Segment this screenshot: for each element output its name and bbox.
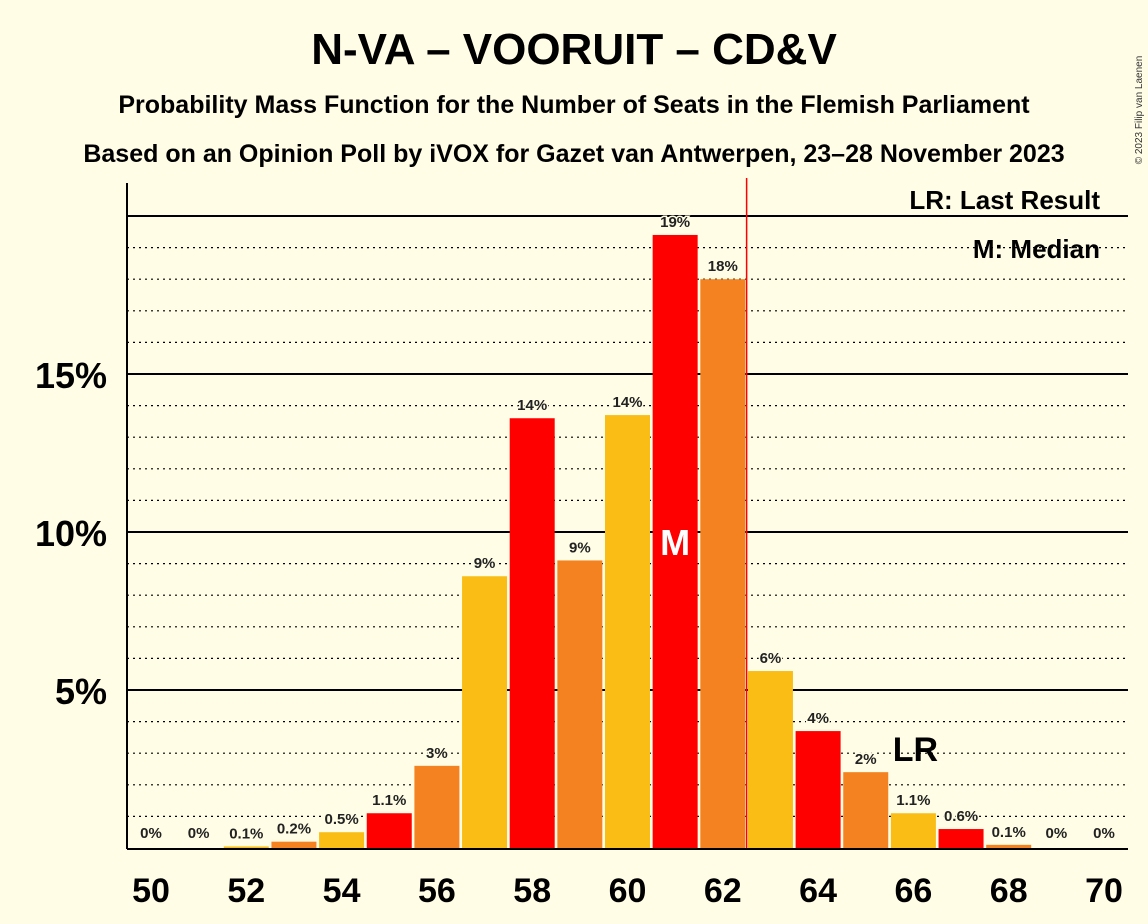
bar	[605, 415, 650, 848]
x-tick-label: 52	[227, 872, 265, 910]
bar	[890, 813, 936, 848]
x-tick-label: 70	[1085, 872, 1123, 910]
x-tick-label: 68	[990, 872, 1028, 910]
bar-value-label: 0.5%	[324, 811, 358, 828]
x-tick-label: 66	[894, 872, 932, 910]
x-tick-label: 60	[609, 872, 647, 910]
bar-value-label: 0.1%	[229, 825, 263, 842]
y-tick-label: 15%	[35, 355, 107, 396]
bar	[795, 731, 841, 848]
bar-value-label: 1.1%	[896, 792, 930, 809]
bar	[747, 671, 793, 848]
x-tick-label: 56	[418, 872, 456, 910]
bar	[366, 813, 412, 848]
bar	[557, 560, 603, 848]
last-result-marker: LR	[893, 731, 938, 769]
bar-value-label: 0%	[140, 825, 162, 842]
bar-value-label: 0.1%	[992, 824, 1026, 841]
bar-value-label: 0%	[188, 825, 210, 842]
chart-title: N-VA – VOORUIT – CD&V	[311, 25, 837, 74]
copyright: © 2023 Filip van Laenen	[1134, 56, 1145, 165]
bar	[271, 841, 317, 848]
legend-median: M: Median	[973, 234, 1100, 264]
bar-value-label: 19%	[660, 214, 690, 231]
bar-value-label: 0%	[1093, 825, 1115, 842]
median-marker: M	[660, 522, 690, 563]
x-tick-label: 50	[132, 872, 170, 910]
bar	[509, 418, 555, 848]
bar-value-label: 2%	[855, 751, 877, 768]
legend-last-result: LR: Last Result	[909, 185, 1100, 215]
bar	[414, 765, 460, 848]
bar-value-label: 14%	[517, 397, 547, 414]
bar	[652, 234, 698, 848]
bar-value-label: 6%	[760, 650, 782, 667]
chart-subtitle: Probability Mass Function for the Number…	[118, 91, 1030, 119]
bar-value-label: 4%	[807, 710, 829, 727]
grid: 5% 10% 15% 50 52 54 56 58 60 62 64 66 68 70	[35, 215, 1128, 910]
bar-value-label: 1.1%	[372, 792, 406, 809]
bar-value-label: 0.6%	[944, 808, 978, 825]
bar-value-label: 9%	[474, 555, 496, 572]
x-tick-label: 54	[323, 872, 361, 910]
y-tick-label: 10%	[35, 513, 107, 554]
x-tick-label: 58	[513, 872, 551, 910]
bar-value-label: 9%	[569, 539, 591, 556]
bar-value-label: 18%	[708, 258, 738, 275]
bar	[223, 846, 269, 848]
y-tick-label: 5%	[55, 671, 107, 712]
bars	[223, 234, 1032, 848]
bar-value-label: 0%	[1046, 825, 1068, 842]
bar-value-label: 3%	[426, 745, 448, 762]
bar	[986, 844, 1032, 848]
bar	[938, 829, 984, 848]
bar	[843, 772, 889, 848]
bar	[700, 279, 746, 848]
chart-subtitle-2: Based on an Opinion Poll by iVOX for Gaz…	[83, 140, 1064, 168]
bar-value-label: 0.2%	[277, 821, 311, 838]
annotations: 0% 0% 0.1% 0.2% 0.5% 1.1% 3% 9% 14% 9% 14% 19% 18% 6%…	[139, 178, 1116, 848]
x-tick-label: 62	[704, 872, 742, 910]
bar	[319, 832, 365, 848]
bar-value-label: 14%	[612, 394, 642, 411]
bar	[462, 576, 508, 848]
x-tick-label: 64	[799, 872, 837, 910]
